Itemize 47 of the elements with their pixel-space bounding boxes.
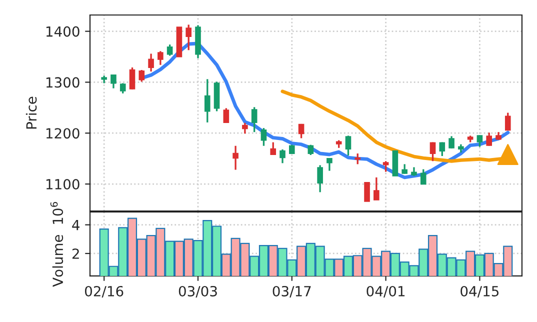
y-tick-label: 2: [72, 248, 79, 259]
candlestick: [204, 78, 210, 124]
x-tick-label: 04/01: [366, 286, 405, 298]
y-tick-label: 1200: [46, 128, 80, 139]
x-tick-label: 03/17: [272, 286, 311, 298]
candlestick: [326, 157, 332, 172]
x-tick-label: 02/16: [84, 286, 124, 298]
candlestick: [280, 148, 286, 164]
candlestick: [242, 122, 248, 134]
candlestick: [270, 141, 276, 156]
y-axis-title: Volume 10$^{6}$: [50, 202, 64, 287]
candlestick: [448, 135, 454, 150]
y-axis-title: Price: [26, 96, 37, 129]
candlestick: [166, 44, 173, 57]
candlestick: [382, 160, 389, 173]
candlestick: [439, 141, 446, 157]
candlestick: [148, 52, 154, 72]
candlestick: [430, 141, 436, 162]
candlestick: [232, 145, 238, 171]
candlestick: [374, 176, 380, 201]
candlestick: [138, 69, 145, 83]
candlestick: [158, 50, 164, 66]
candlestick: [345, 134, 352, 156]
x-tick-label: 03/03: [178, 286, 217, 298]
candlestick: [504, 112, 511, 132]
y-tick-label: 1400: [46, 26, 80, 37]
candlestick: [364, 182, 370, 202]
candlestick: [317, 164, 323, 194]
candlestick: [260, 127, 267, 147]
candlestick: [420, 168, 426, 185]
x-tick-label: 04/15: [460, 286, 499, 298]
candlestick: [402, 163, 408, 175]
candlestick: [129, 66, 136, 90]
candlestick: [288, 144, 295, 155]
candlestick: [354, 152, 361, 166]
candlestick: [110, 74, 116, 90]
candlestick: [120, 82, 126, 94]
y-tick-label: 1300: [46, 77, 80, 88]
candlestick: [476, 134, 483, 148]
candlestick: [223, 107, 230, 124]
y-tick-label: 4: [72, 220, 80, 230]
candlestick: [298, 123, 304, 140]
y-tick-label: 1100: [46, 178, 80, 190]
candlestick: [486, 132, 492, 147]
candlestick: [308, 144, 314, 156]
candlestick: [186, 24, 192, 51]
candlestick: [251, 106, 258, 133]
